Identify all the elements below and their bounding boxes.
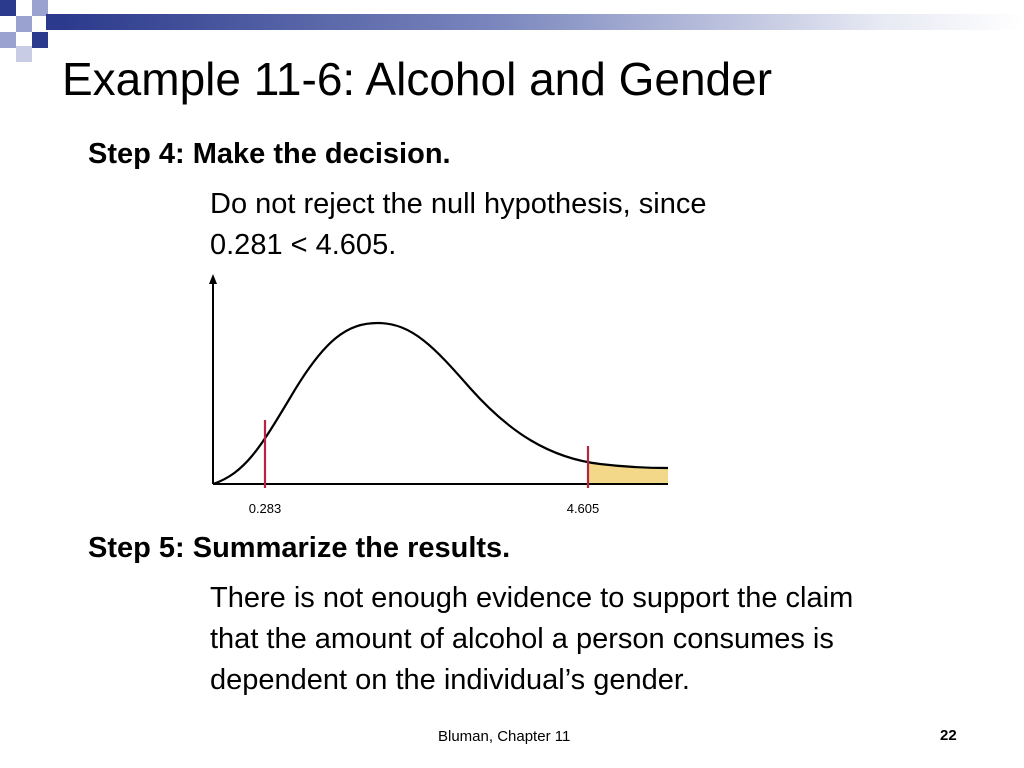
corner-square xyxy=(0,32,16,48)
step5-body: There is not enough evidence to support … xyxy=(210,578,853,701)
chi-square-chart: 0.283 4.605 xyxy=(209,274,669,516)
corner-square xyxy=(0,0,16,16)
y-axis-arrow xyxy=(209,274,217,284)
corner-square xyxy=(32,0,48,16)
corner-decoration xyxy=(0,0,1024,62)
step4-line: 0.281 < 4.605. xyxy=(210,229,397,261)
step4-body: Do not reject the null hypothesis, since… xyxy=(210,184,707,266)
critical-value-label-0283: 0.283 xyxy=(249,501,282,516)
step4-heading: Step 4: Make the decision. xyxy=(88,138,451,170)
step5-heading: Step 5: Summarize the results. xyxy=(88,532,511,564)
corner-square xyxy=(46,14,62,30)
critical-value-label-4605: 4.605 xyxy=(567,501,600,516)
corner-square xyxy=(32,32,48,48)
slide-title: Example 11-6: Alcohol and Gender xyxy=(62,53,773,105)
density-curve xyxy=(212,321,669,486)
step5-line: There is not enough evidence to support … xyxy=(210,582,854,614)
step5-line: dependent on the individual’s gender. xyxy=(210,664,690,696)
footer-text: Bluman, Chapter 11 xyxy=(438,728,571,745)
corner-square xyxy=(16,46,32,62)
header-gradient-bar xyxy=(62,14,1024,30)
rejection-region-area xyxy=(588,462,668,484)
page-number: 22 xyxy=(940,727,957,744)
corner-square xyxy=(16,16,32,32)
step4-line: Do not reject the null hypothesis, since xyxy=(210,188,707,220)
step5-line: that the amount of alcohol a person cons… xyxy=(210,623,834,655)
